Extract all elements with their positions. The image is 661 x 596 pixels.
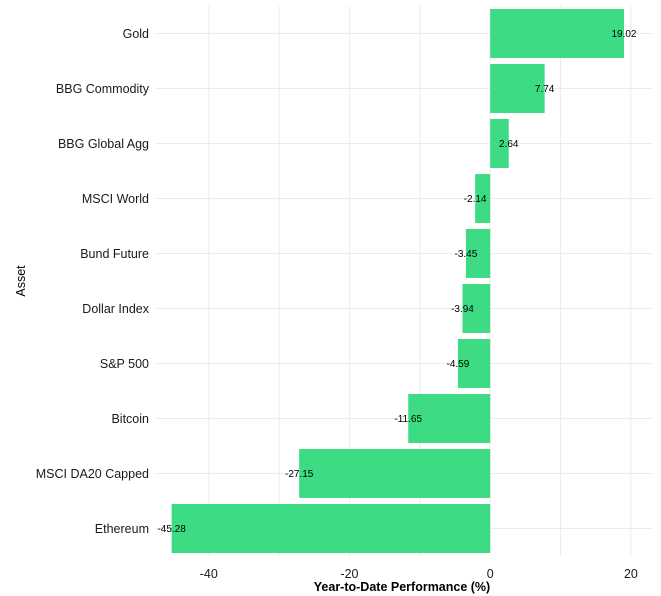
category-label: Bitcoin	[111, 412, 149, 426]
category-label: S&P 500	[100, 357, 149, 371]
bar	[171, 504, 491, 553]
x-tick-labels: -40 -20 0 20	[200, 567, 638, 581]
y-axis-title: Asset	[14, 265, 28, 297]
category-label: Ethereum	[95, 522, 149, 536]
data-label: -4.59	[446, 359, 469, 370]
category-label: MSCI World	[82, 192, 149, 206]
bar	[465, 229, 491, 278]
data-label: -3.94	[451, 304, 474, 315]
data-label: -45.28	[157, 524, 186, 535]
bar	[462, 284, 491, 333]
category-label: Bund Future	[80, 247, 149, 261]
bar	[408, 394, 491, 443]
bar	[490, 64, 545, 113]
category-label: Gold	[123, 27, 149, 41]
x-axis-title: Year-to-Date Performance (%)	[314, 580, 490, 594]
data-labels: 19.02 7.74 2.64 -2.14 -3.45 -3.94 -4.59 -11.65 -…	[157, 29, 637, 535]
data-label: -2.14	[464, 194, 487, 205]
data-label: 19.02	[611, 29, 636, 40]
data-label: 2.64	[499, 139, 519, 150]
category-label: BBG Commodity	[56, 82, 150, 96]
category-label: MSCI DA20 Capped	[36, 467, 149, 481]
bar	[457, 339, 491, 388]
bar	[299, 449, 491, 498]
bar	[490, 9, 624, 58]
category-labels: Gold BBG Commodity BBG Global Agg MSCI Worl…	[36, 27, 150, 536]
x-tick-label: 20	[624, 567, 638, 581]
x-tick-label: -40	[200, 567, 218, 581]
data-label: 7.74	[535, 84, 555, 95]
category-label: Dollar Index	[82, 302, 149, 316]
data-label: -3.45	[455, 249, 478, 260]
category-label: BBG Global Agg	[58, 137, 149, 151]
bar	[475, 174, 491, 223]
x-tick-label: -20	[340, 567, 358, 581]
bar	[490, 119, 509, 168]
data-label: -11.65	[394, 414, 422, 425]
bars	[171, 9, 624, 553]
x-tick-label: 0	[487, 567, 494, 581]
data-label: -27.15	[285, 469, 314, 480]
